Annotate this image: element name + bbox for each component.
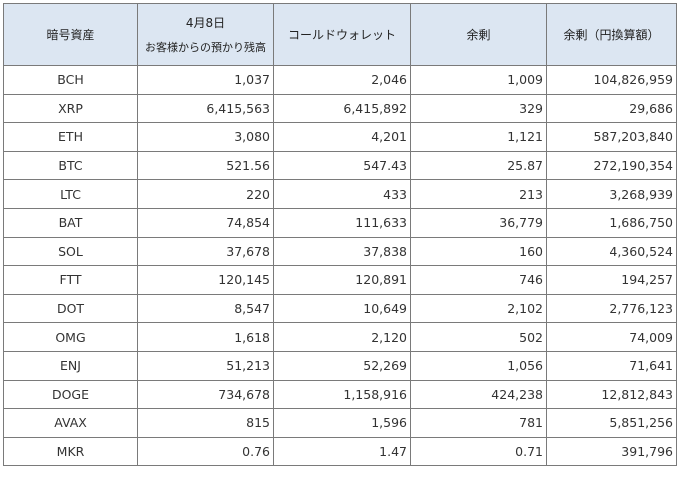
- cell-surplus: 1,056: [410, 350, 547, 381]
- cell-cold-wallet: 52,269: [273, 350, 411, 381]
- cell-deposit: 8,547: [137, 293, 274, 324]
- cell-surplus-yen: 272,190,354: [546, 150, 677, 181]
- table-row: BCH 1,037 2,046 1,009 104,826,959: [3, 65, 677, 95]
- cell-symbol: BCH: [3, 65, 138, 95]
- header-deposit-label: お客様からの預かり残高: [145, 41, 266, 54]
- cell-surplus: 160: [410, 236, 547, 267]
- cell-surplus-yen: 2,776,123: [546, 293, 677, 324]
- cell-symbol: FTT: [3, 265, 138, 295]
- header-cold-wallet: コールドウォレット: [273, 3, 411, 66]
- cell-surplus-yen: 4,360,524: [546, 236, 677, 267]
- cell-surplus: 424,238: [410, 379, 547, 410]
- crypto-holdings-table: 暗号資産 4月8日 お客様からの預かり残高 コールドウォレット 余剰 余剰（円換…: [3, 3, 677, 467]
- cell-surplus: 1,121: [410, 122, 547, 152]
- cell-deposit: 51,213: [137, 350, 274, 381]
- cell-symbol: MKR: [3, 436, 138, 467]
- header-symbol: 暗号資産: [3, 3, 138, 66]
- cell-surplus: 213: [410, 179, 547, 209]
- header-surplus-yen: 余剰（円換算額）: [546, 3, 677, 66]
- cell-cold-wallet: 547.43: [273, 150, 411, 181]
- cell-cold-wallet: 1,158,916: [273, 379, 411, 410]
- table-body: BCH 1,037 2,046 1,009 104,826,959 XRP 6,415,56…: [3, 65, 677, 467]
- cell-symbol: SOL: [3, 236, 138, 267]
- cell-deposit: 1,037: [137, 65, 274, 95]
- cell-cold-wallet: 10,649: [273, 293, 411, 324]
- header-deposit-date: 4月8日: [185, 16, 226, 30]
- cell-deposit: 3,080: [137, 122, 274, 152]
- cell-cold-wallet: 1.47: [273, 436, 411, 467]
- cell-surplus: 0.71: [410, 436, 547, 467]
- table-row: AVAX 815 1,596 781 5,851,256: [3, 408, 677, 438]
- cell-symbol: DOGE: [3, 379, 138, 410]
- cell-deposit: 1,618: [137, 322, 274, 352]
- cell-cold-wallet: 6,415,892: [273, 93, 411, 124]
- table-row: XRP 6,415,563 6,415,892 329 29,686: [3, 93, 677, 124]
- cell-surplus: 329: [410, 93, 547, 124]
- cell-surplus-yen: 71,641: [546, 350, 677, 381]
- cell-surplus-yen: 194,257: [546, 265, 677, 295]
- cell-deposit: 120,145: [137, 265, 274, 295]
- cell-symbol: LTC: [3, 179, 138, 209]
- cell-cold-wallet: 1,596: [273, 408, 411, 438]
- cell-cold-wallet: 433: [273, 179, 411, 209]
- header-row: 暗号資産 4月8日 お客様からの預かり残高 コールドウォレット 余剰 余剰（円換…: [3, 3, 677, 66]
- header-surplus-yen-label: 余剰（円換算額）: [563, 28, 660, 42]
- table-row: MKR 0.76 1.47 0.71 391,796: [3, 436, 677, 467]
- cell-surplus-yen: 12,812,843: [546, 379, 677, 410]
- cell-cold-wallet: 120,891: [273, 265, 411, 295]
- cell-deposit: 815: [137, 408, 274, 438]
- cell-deposit: 6,415,563: [137, 93, 274, 124]
- cell-surplus-yen: 3,268,939: [546, 179, 677, 209]
- table-row: DOT 8,547 10,649 2,102 2,776,123: [3, 293, 677, 324]
- cell-symbol: ETH: [3, 122, 138, 152]
- cell-symbol: ENJ: [3, 350, 138, 381]
- cell-deposit: 220: [137, 179, 274, 209]
- cell-symbol: AVAX: [3, 408, 138, 438]
- table-row: BTC 521.56 547.43 25.87 272,190,354: [3, 150, 677, 181]
- cell-surplus: 781: [410, 408, 547, 438]
- cell-surplus-yen: 29,686: [546, 93, 677, 124]
- cell-surplus: 25.87: [410, 150, 547, 181]
- header-cold-wallet-label: コールドウォレット: [287, 28, 396, 42]
- header-deposit: 4月8日 お客様からの預かり残高: [137, 3, 274, 66]
- cell-surplus: 2,102: [410, 293, 547, 324]
- table-row: DOGE 734,678 1,158,916 424,238 12,812,843: [3, 379, 677, 410]
- cell-cold-wallet: 2,120: [273, 322, 411, 352]
- cell-deposit: 74,854: [137, 207, 274, 238]
- cell-deposit: 0.76: [137, 436, 274, 467]
- table-row: ENJ 51,213 52,269 1,056 71,641: [3, 350, 677, 381]
- cell-surplus: 1,009: [410, 65, 547, 95]
- cell-cold-wallet: 37,838: [273, 236, 411, 267]
- cell-cold-wallet: 4,201: [273, 122, 411, 152]
- cell-surplus: 746: [410, 265, 547, 295]
- header-symbol-label: 暗号資産: [46, 28, 95, 42]
- cell-symbol: BTC: [3, 150, 138, 181]
- cell-deposit: 521.56: [137, 150, 274, 181]
- table-row: LTC 220 433 213 3,268,939: [3, 179, 677, 209]
- cell-surplus-yen: 587,203,840: [546, 122, 677, 152]
- cell-cold-wallet: 111,633: [273, 207, 411, 238]
- table-header: 暗号資産 4月8日 お客様からの預かり残高 コールドウォレット 余剰 余剰（円換…: [3, 3, 677, 66]
- cell-deposit: 734,678: [137, 379, 274, 410]
- cell-symbol: OMG: [3, 322, 138, 352]
- cell-surplus: 502: [410, 322, 547, 352]
- cell-symbol: DOT: [3, 293, 138, 324]
- cell-symbol: BAT: [3, 207, 138, 238]
- table-row: SOL 37,678 37,838 160 4,360,524: [3, 236, 677, 267]
- table-row: OMG 1,618 2,120 502 74,009: [3, 322, 677, 352]
- table-row: BAT 74,854 111,633 36,779 1,686,750: [3, 207, 677, 238]
- cell-surplus-yen: 1,686,750: [546, 207, 677, 238]
- cell-surplus: 36,779: [410, 207, 547, 238]
- cell-surplus-yen: 104,826,959: [546, 65, 677, 95]
- cell-surplus-yen: 74,009: [546, 322, 677, 352]
- cell-surplus-yen: 5,851,256: [546, 408, 677, 438]
- table-row: FTT 120,145 120,891 746 194,257: [3, 265, 677, 295]
- cell-symbol: XRP: [3, 93, 138, 124]
- table-row: ETH 3,080 4,201 1,121 587,203,840: [3, 122, 677, 152]
- cell-cold-wallet: 2,046: [273, 65, 411, 95]
- header-surplus: 余剰: [410, 3, 547, 66]
- cell-deposit: 37,678: [137, 236, 274, 267]
- header-surplus-label: 余剰: [466, 28, 491, 42]
- cell-surplus-yen: 391,796: [546, 436, 677, 467]
